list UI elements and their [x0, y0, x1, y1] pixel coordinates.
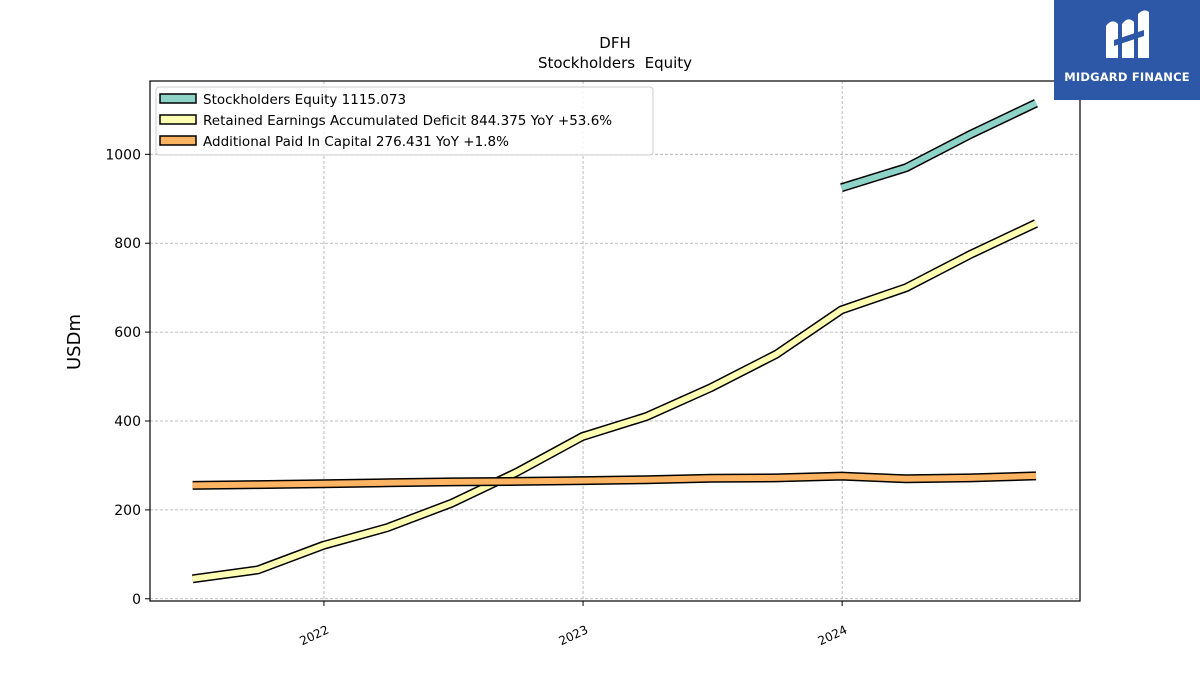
series-line-outline: [191, 219, 1038, 584]
chart-subtitle: Stockholders Equity: [538, 54, 692, 72]
legend: Stockholders Equity 1115.073 Retained Ear…: [155, 86, 654, 156]
y-tick-label: 0: [132, 592, 141, 608]
legend-box: [155, 86, 654, 156]
legend-label: Additional Paid In Capital 276.431 YoY +…: [203, 134, 509, 150]
legend-label: Retained Earnings Accumulated Deficit 84…: [203, 113, 612, 129]
logo-text: MIDGARD FINANCE: [1064, 70, 1190, 84]
series-layer: [191, 99, 1038, 584]
plot-area: [149, 80, 1081, 602]
grid: [150, 81, 1080, 601]
x-tick-label: 2022: [297, 623, 331, 649]
series-2: [192, 471, 1037, 490]
midgard-m-icon: [1106, 10, 1149, 58]
y-tick-label: 1000: [105, 147, 141, 163]
chart-title: DFH: [599, 34, 630, 52]
y-tick-label: 400: [114, 414, 141, 430]
midgard-finance-logo: MIDGARD FINANCE: [1054, 0, 1200, 100]
y-tick-label: 200: [114, 503, 141, 519]
legend-swatch: [159, 135, 197, 146]
legend-swatch: [159, 93, 197, 104]
legend-swatch: [159, 114, 197, 125]
series-line: [192, 220, 1038, 582]
y-axis-label: USDm: [64, 314, 85, 370]
legend-label: Stockholders Equity 1115.073: [203, 92, 406, 108]
x-tick-label: 2024: [816, 623, 850, 649]
series-1: [191, 219, 1038, 584]
x-axis: 2022 2023 2024: [297, 601, 849, 648]
y-tick-label: 600: [114, 325, 141, 341]
series-line: [192, 472, 1037, 489]
series-line: [840, 100, 1038, 191]
y-axis: 0 200 400 600 800 1000: [105, 147, 150, 608]
y-tick-label: 800: [114, 236, 141, 252]
series-0: [840, 99, 1038, 192]
x-tick-label: 2023: [557, 623, 591, 649]
